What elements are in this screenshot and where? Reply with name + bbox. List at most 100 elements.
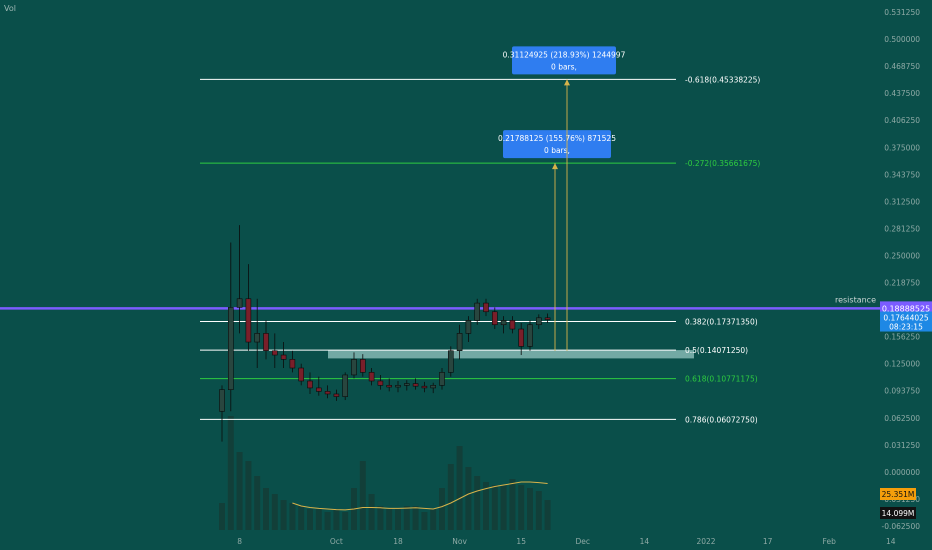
volume-bar [219,503,225,530]
volume-bar [333,509,340,530]
support-zone-box [328,350,694,359]
volume-bar [535,491,542,530]
projection-text: 0.21788125 (155.76%) 871525 [498,134,616,143]
volume-bar [439,488,445,530]
time-tick-label: 2022 [696,537,715,546]
volume-bar [456,446,463,530]
last-price-badge [880,311,932,332]
candle-body [333,393,340,397]
price-tick-label: 0.437500 [884,89,920,98]
fib-level-label: 0.618(0.10771175) [685,375,758,384]
candle-body [386,385,393,388]
candle-body [359,359,366,373]
price-tick-label: 0.468750 [884,62,920,71]
volume-bar [324,512,331,530]
candle-body [430,385,437,389]
projection-bars-text: 0 bars, [544,146,570,155]
volume-bar [307,509,313,530]
countdown-text: 08:23:15 [889,323,923,332]
candle-body [307,380,313,389]
candle-body [527,324,533,347]
candle-body [342,374,349,397]
candle-body [535,317,542,326]
projection-box [503,130,611,159]
candle-body [500,320,507,326]
candle-body [491,311,498,326]
projections: 0.21788125 (155.76%) 871525 0 bars, 0.3112… [498,46,626,351]
price-tick-label: 0.093750 [884,387,920,396]
candle-body [465,320,472,334]
volume-bar [447,464,454,530]
volume-bar [465,467,472,530]
price-tick-label: 0.531250 [884,8,920,17]
volume-bar [518,485,525,530]
price-axis: 0.531250 0.500000 0.468750 0.437500 0.406250… [882,8,921,531]
price-tick-label: 0.000000 [884,468,920,477]
time-tick-label: 15 [516,537,526,546]
time-tick-label: 8 [237,537,242,546]
fib-levels: -0.618(0.45338225) -0.272(0.35661675) 0.38… [200,75,760,424]
volume-bar [527,488,533,530]
volume-ma [292,481,548,511]
volume-bar [342,512,349,530]
candle-body [298,367,305,382]
candle-body [254,333,260,343]
volume-bar [395,509,401,530]
projection-arrowhead [552,163,558,170]
candle-body [483,302,489,313]
resistance-label: resistance [835,295,876,304]
candle-body [245,298,252,343]
candle-body [263,333,269,351]
time-tick-label: 14 [886,537,896,546]
time-tick-label: Oct [330,537,343,546]
candle-body [315,387,322,392]
volume-bar [483,482,489,530]
volume-bar [491,485,498,530]
last-price-text: 0.17644025 [883,314,929,323]
candle-body [456,333,463,351]
candle-body [439,372,445,386]
price-tick-label: 0.343750 [884,170,920,179]
fib-level-label: -0.618(0.45338225) [685,75,760,84]
volume-bar [500,485,507,530]
volume-bar [280,500,287,530]
projection-text: 0.31124925 (218.93%) 1244997 [503,50,626,59]
candle-body [544,317,551,320]
candle-body [324,391,331,395]
volume-badge [880,507,916,519]
candle-body [289,359,296,369]
fib-level-label: 0.5(0.14071250) [685,346,748,355]
symbol-label: Vol [4,4,16,13]
candle-body [368,372,375,382]
candle-body [219,389,225,412]
candle-body [351,359,357,376]
price-tick-label: 0.312500 [884,197,920,206]
volume-text: 14.099M [882,509,915,518]
fib-level-label: 0.786(0.06072750) [685,415,758,424]
volume-bar [289,503,296,530]
volume-bar [359,461,366,530]
candle-body [236,298,243,308]
candle-body [412,383,419,387]
projection-bars-text: 0 bars, [551,62,577,71]
price-tick-label: 0.375000 [884,143,920,152]
volume-bar [474,476,481,530]
price-tick-label: 0.125000 [884,360,920,369]
price-tick-label: 0.156250 [884,333,920,342]
volume-bar [245,461,252,530]
candle-body [509,320,516,330]
price-tick-label: 0.406250 [884,116,920,125]
volume-bar [263,488,269,530]
candle-body [280,354,287,360]
volume-bar [298,506,305,530]
fib-level-label: -0.272(0.35661675) [685,159,760,168]
time-tick-label: Feb [823,537,837,546]
time-tick-label: 14 [640,537,650,546]
resistance-price-text: 0.18888525 [882,304,930,313]
projection-arrowhead [564,79,570,86]
price-tick-label: 0.218750 [884,279,920,288]
volume-bar [403,506,410,530]
volume-bar [509,479,516,530]
volume-ma-text: 25.351M [882,490,915,499]
